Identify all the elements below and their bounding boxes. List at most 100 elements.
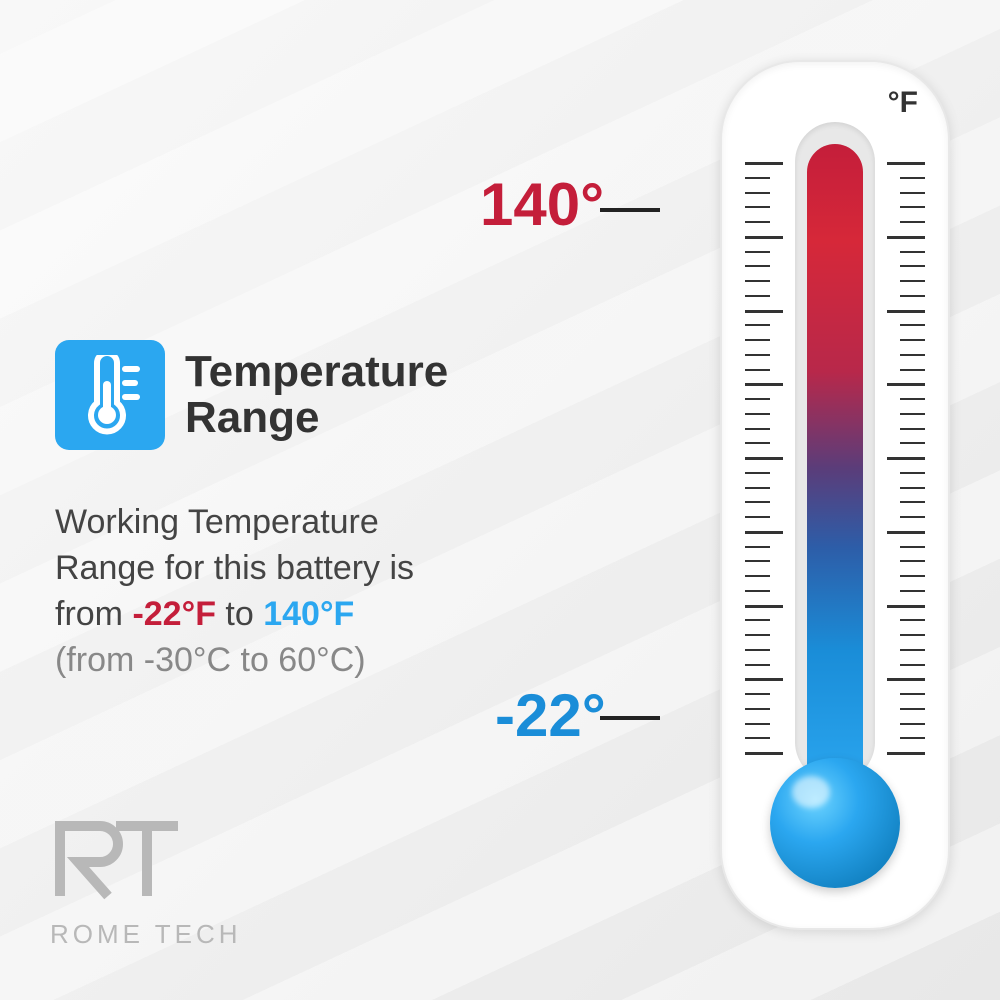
tick-left [745, 590, 770, 592]
tick-left [745, 516, 770, 518]
tick-left [745, 634, 770, 636]
title-line2: Range [185, 393, 319, 442]
tick-left [745, 678, 783, 681]
tick-right [900, 708, 925, 710]
tick-right [900, 192, 925, 194]
tick-right [900, 664, 925, 666]
tick-left [745, 413, 770, 415]
tick-left [745, 206, 770, 208]
tick-right [900, 324, 925, 326]
tick-left [745, 251, 770, 253]
logo-initials-icon [50, 816, 190, 906]
tick-left [745, 737, 770, 739]
tick-right [887, 310, 925, 313]
tick-right [887, 236, 925, 239]
tick-left [745, 457, 783, 460]
tick-left [745, 236, 783, 239]
thermometer: 140° -22° °F [610, 60, 950, 940]
tick-left [745, 177, 770, 179]
tick-right [900, 590, 925, 592]
tick-right [900, 501, 925, 503]
tick-left [745, 546, 770, 548]
tick-right [900, 737, 925, 739]
tick-right [900, 516, 925, 518]
cold-temp-f: -22°F [132, 595, 216, 633]
thermometer-icon [79, 355, 141, 435]
logo: ROME TECH [50, 816, 242, 950]
tick-left [745, 221, 770, 223]
tick-left [745, 693, 770, 695]
tick-left [745, 649, 770, 651]
tick-right [900, 295, 925, 297]
tick-right [900, 472, 925, 474]
tick-left [745, 354, 770, 356]
hot-marker-line [600, 208, 660, 212]
tick-right [900, 265, 925, 267]
thermometer-unit: °F [888, 86, 918, 120]
tick-left [745, 428, 770, 430]
tick-right [900, 649, 925, 651]
tick-left [745, 560, 770, 562]
logo-text: ROME TECH [50, 919, 242, 950]
tick-left [745, 265, 770, 267]
tick-left [745, 605, 783, 608]
tick-right [900, 206, 925, 208]
tick-right [900, 634, 925, 636]
tick-right [900, 221, 925, 223]
tick-left [745, 575, 770, 577]
tick-right [900, 177, 925, 179]
tick-right [900, 369, 925, 371]
tick-left [745, 487, 770, 489]
cold-marker-line [600, 716, 660, 720]
tick-right [887, 162, 925, 165]
tick-right [900, 546, 925, 548]
thermometer-ticks [745, 162, 925, 752]
tick-left [745, 192, 770, 194]
tick-right [887, 457, 925, 460]
thermometer-body: °F [720, 60, 950, 930]
tick-left [745, 310, 783, 313]
tick-right [900, 354, 925, 356]
desc-celsius: (from -30°C to 60°C) [55, 641, 366, 679]
tick-left [745, 162, 783, 165]
thermometer-bulb [770, 758, 900, 888]
tick-left [745, 324, 770, 326]
tick-right [900, 723, 925, 725]
tick-right [887, 678, 925, 681]
tick-right [887, 383, 925, 386]
tick-right [900, 442, 925, 444]
tick-left [745, 442, 770, 444]
tick-right [900, 693, 925, 695]
tick-right [900, 398, 925, 400]
thermometer-icon-box [55, 340, 165, 450]
cold-label: -22° [495, 681, 606, 750]
desc-line1: Working Temperature [55, 503, 379, 541]
tick-right [900, 575, 925, 577]
tick-left [745, 295, 770, 297]
title-line1: Temperature [185, 347, 448, 396]
tick-left [745, 708, 770, 710]
tick-left [745, 383, 783, 386]
hot-label: 140° [480, 170, 604, 239]
title: Temperature Range [185, 349, 448, 441]
tick-left [745, 664, 770, 666]
tick-left [745, 472, 770, 474]
header-row: Temperature Range [55, 340, 575, 450]
tick-left [745, 398, 770, 400]
tick-right [900, 487, 925, 489]
tick-right [887, 752, 925, 755]
desc-line2: Range for this battery is [55, 549, 414, 587]
tick-right [887, 531, 925, 534]
tick-left [745, 339, 770, 341]
tick-right [900, 339, 925, 341]
tick-left [745, 723, 770, 725]
tick-left [745, 752, 783, 755]
tick-left [745, 531, 783, 534]
tick-right [900, 280, 925, 282]
description: Working Temperature Range for this batte… [55, 500, 575, 684]
tick-right [900, 428, 925, 430]
tick-right [900, 251, 925, 253]
tick-right [900, 560, 925, 562]
desc-to: to [216, 595, 263, 633]
tick-left [745, 369, 770, 371]
